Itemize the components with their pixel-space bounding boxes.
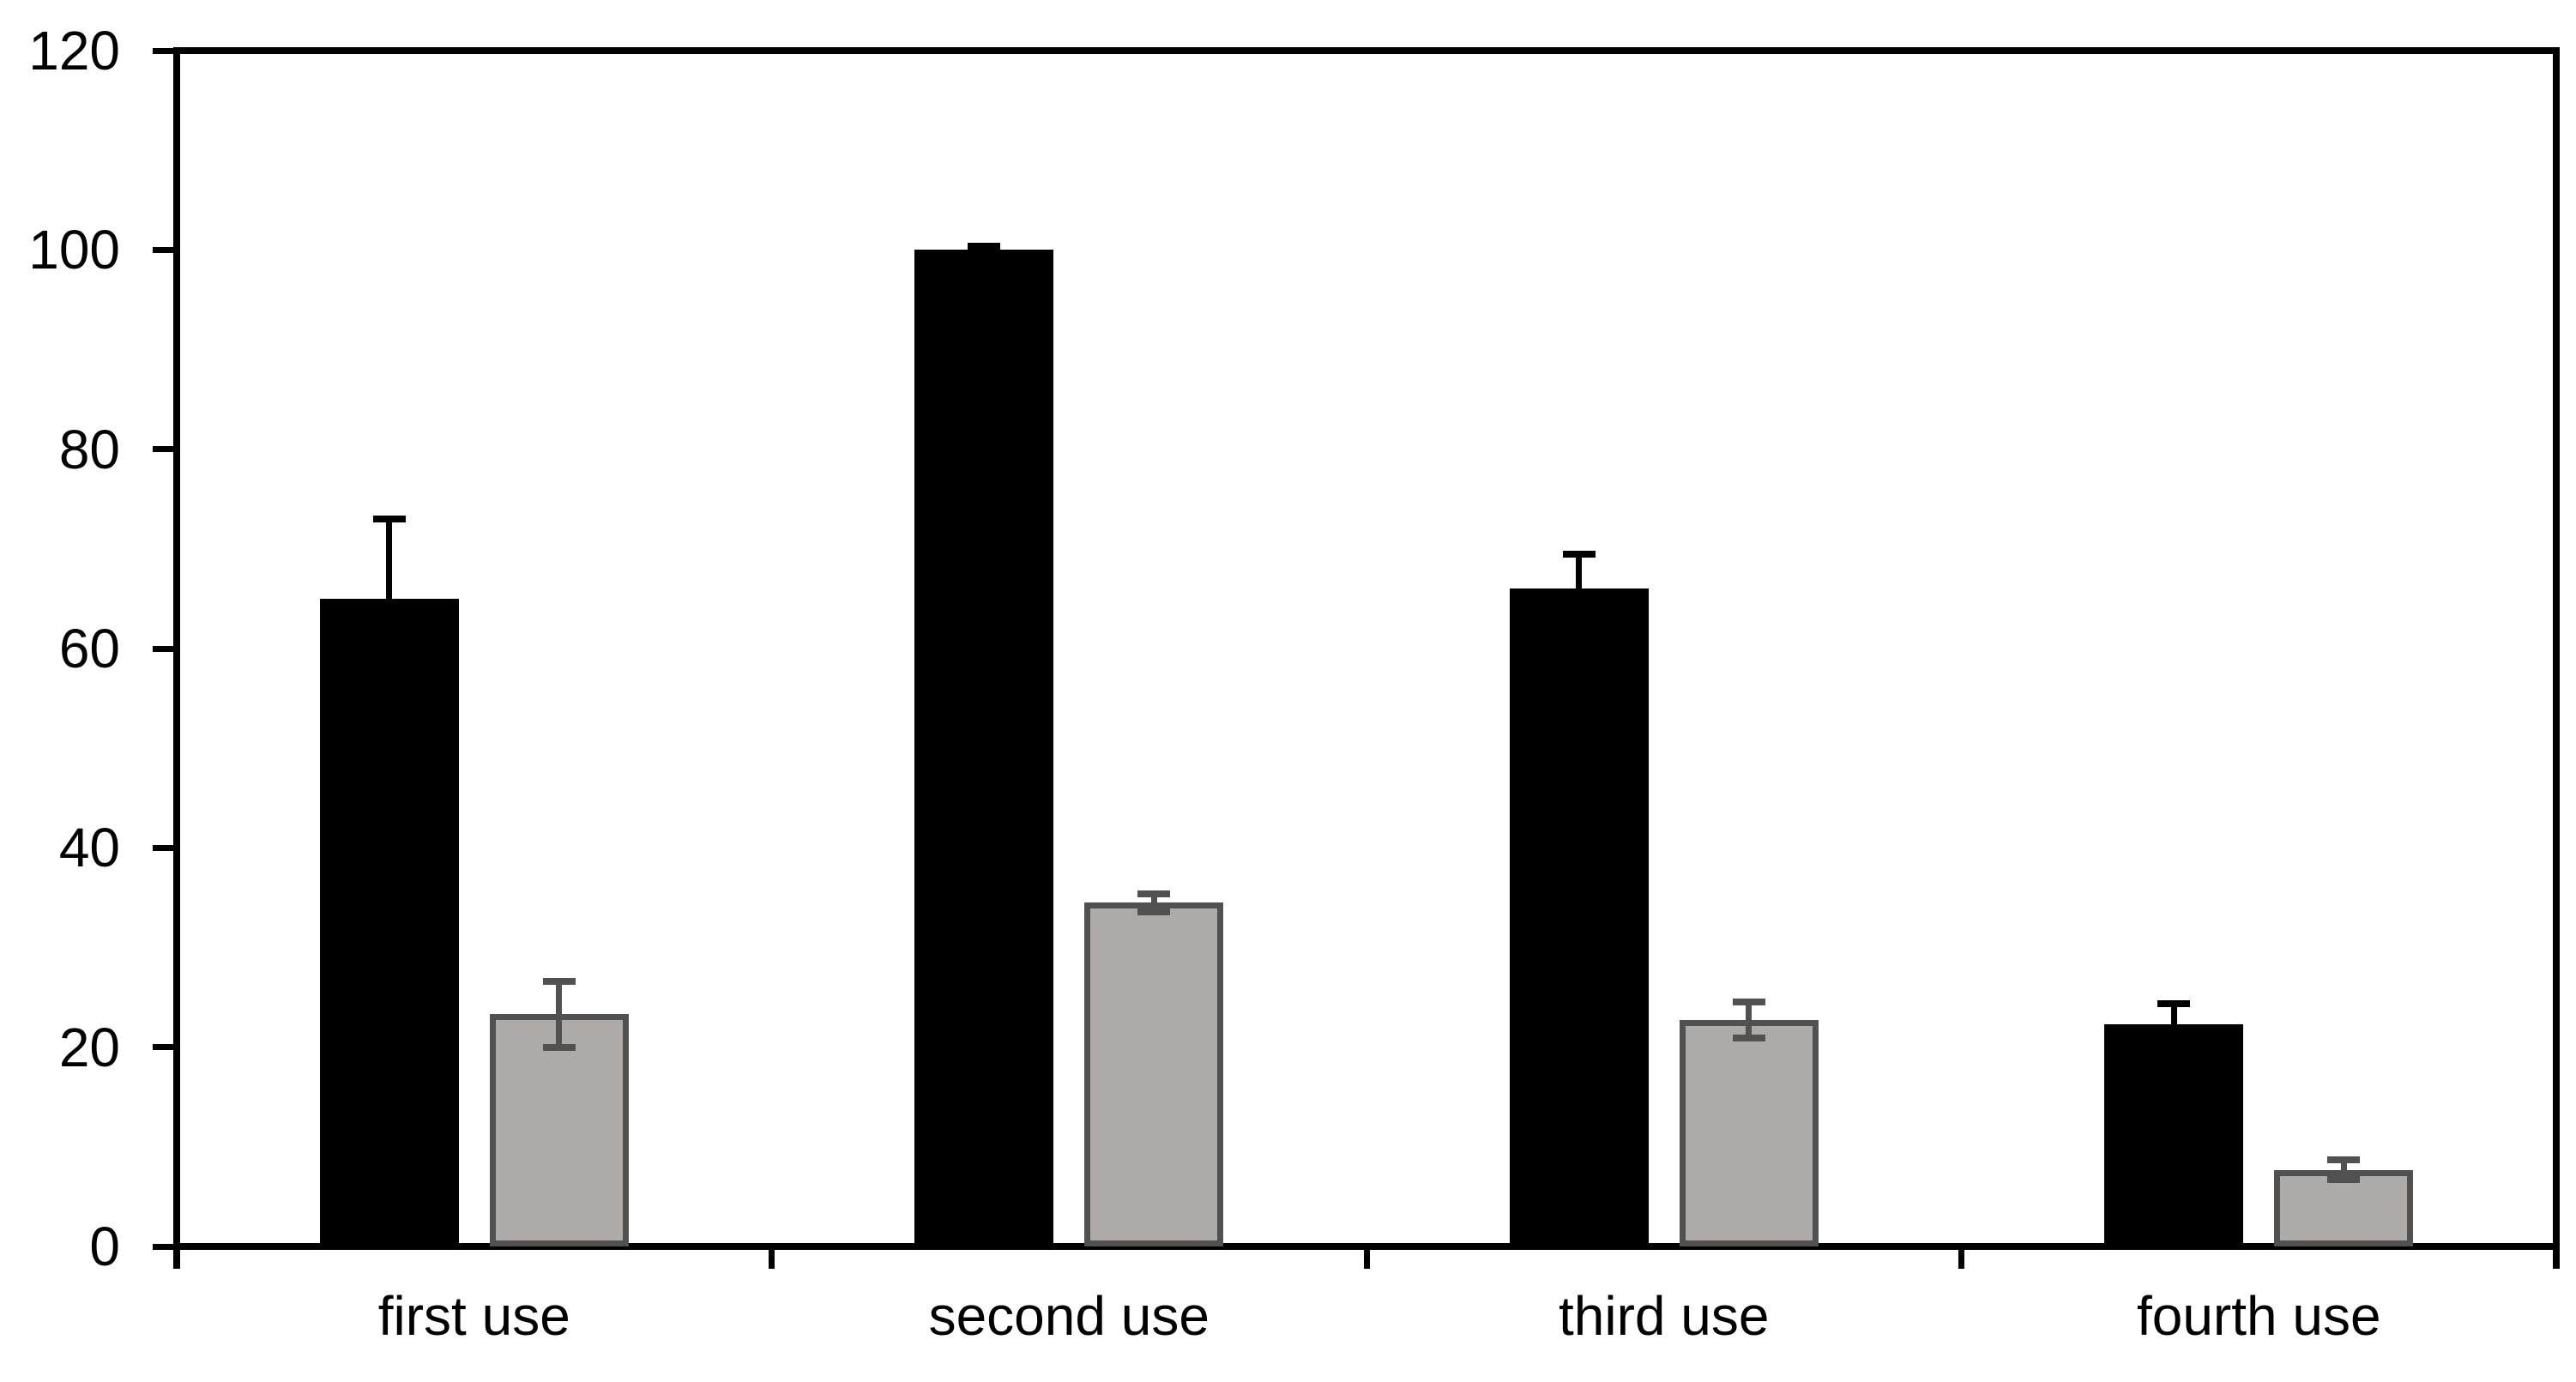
error-bar-top-cap-gray-series-2	[1137, 890, 1171, 897]
x-axis-category-label: third use	[1559, 1285, 1770, 1347]
y-axis-tick-label: 100	[28, 219, 120, 281]
y-axis-tick	[153, 645, 173, 652]
x-axis-category-label: fourth use	[2136, 1285, 2381, 1347]
error-bar-top-cap-black-series-1	[372, 515, 406, 522]
x-axis-tick	[1958, 1246, 1964, 1269]
error-bar-top-cap-gray-series-3	[1732, 999, 1765, 1006]
bar-black-series-1	[319, 598, 459, 1246]
y-axis-tick	[153, 246, 173, 253]
plot-border-top	[173, 47, 2560, 54]
y-axis-tick-label: 60	[58, 618, 120, 679]
y-axis-tick	[153, 1243, 173, 1250]
x-axis-category-label: first use	[377, 1285, 570, 1347]
bar-gray-series-1	[489, 1014, 629, 1246]
bar-gray-series-3	[1679, 1020, 1819, 1246]
error-bar-line-gray-series-4	[2340, 1159, 2347, 1180]
y-axis-tick-label: 80	[58, 418, 120, 480]
error-bar-top-cap-black-series-3	[1562, 550, 1596, 558]
error-bar-bottom-cap-gray-series-4	[2327, 1176, 2361, 1184]
y-axis-tick-label: 20	[58, 1016, 120, 1078]
error-bar-top-cap-black-series-2	[968, 242, 1001, 250]
error-bar-top-cap-black-series-4	[2157, 999, 2191, 1007]
bar-gray-series-2	[1084, 902, 1224, 1246]
x-axis-category-label: second use	[928, 1285, 1210, 1347]
y-axis-tick-label: 40	[58, 817, 120, 879]
error-bar-line-black-series-3	[1576, 553, 1583, 593]
y-axis-tick-label: 0	[89, 1216, 120, 1277]
error-bar-line-gray-series-2	[1150, 893, 1157, 912]
y-axis-tick	[153, 1044, 173, 1051]
error-bar-bottom-cap-gray-series-2	[1137, 908, 1171, 915]
bar-black-series-4	[2104, 1023, 2244, 1246]
y-axis-tick	[153, 844, 173, 851]
error-bar-line-black-series-1	[386, 518, 393, 602]
error-bar-line-gray-series-1	[556, 981, 563, 1047]
error-bar-bottom-cap-gray-series-3	[1732, 1035, 1765, 1042]
x-axis-tick	[1363, 1246, 1370, 1269]
error-bar-top-cap-gray-series-1	[542, 977, 576, 985]
error-bar-top-cap-gray-series-4	[2327, 1156, 2361, 1163]
error-bar-line-gray-series-3	[1746, 1002, 1753, 1039]
y-axis-tick	[153, 446, 173, 453]
error-bar-line-black-series-4	[2170, 1003, 2177, 1028]
bar-black-series-3	[1509, 588, 1649, 1246]
y-axis-line	[173, 47, 180, 1269]
plot-border-right	[2553, 47, 2560, 1269]
error-bar-bottom-cap-gray-series-1	[542, 1043, 576, 1051]
y-axis-tick-label: 120	[28, 20, 120, 81]
bar-black-series-2	[914, 250, 1054, 1246]
y-axis-tick	[153, 47, 173, 54]
error-bar-line-black-series-2	[980, 245, 987, 254]
x-axis-tick	[769, 1246, 775, 1269]
